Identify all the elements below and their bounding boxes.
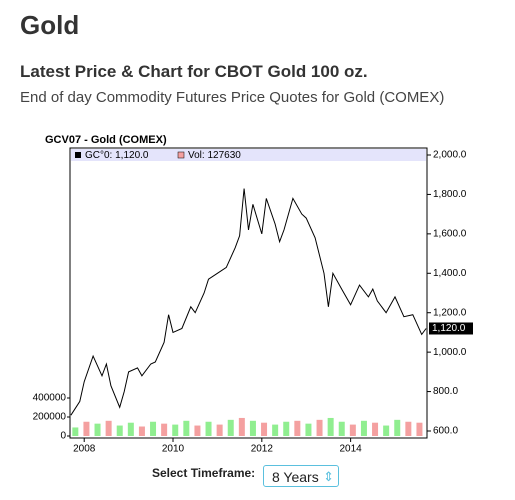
- legend-swatch: [75, 152, 81, 158]
- volume-bar: [183, 420, 190, 436]
- chart: GCV07 - Gold (COMEX) GC°0: 1,120.0 Vol: 1…: [33, 134, 473, 455]
- timeframe-select[interactable]: 8 Years: [263, 465, 339, 488]
- last-price-label: 1,120.0: [432, 323, 466, 334]
- y-tick-label: 1,600.0: [433, 228, 467, 239]
- y-tick-label: 1,200.0: [433, 307, 467, 318]
- volume-bar: [127, 422, 134, 436]
- volume-bar: [227, 419, 234, 436]
- plot-frame: [69, 147, 428, 439]
- x-tick-label: 2008: [73, 444, 96, 455]
- volume-bar: [305, 423, 312, 436]
- y-tick-label: 0: [60, 431, 66, 442]
- y-tick-label: 200000: [33, 412, 67, 423]
- y-tick-label: 1,000.0: [433, 347, 467, 358]
- legend-entry: GC°0: 1,120.0: [85, 150, 149, 161]
- legend-entry: Vol: 127630: [188, 150, 241, 161]
- y-tick-label: 800.0: [433, 386, 458, 397]
- legend-strip: [71, 149, 426, 161]
- volume-bar: [316, 419, 323, 436]
- y-tick-label: 1,800.0: [433, 189, 467, 200]
- volume-bar: [116, 425, 123, 436]
- timeframe-label: Select Timeframe:: [152, 466, 256, 480]
- volume-bar: [216, 424, 223, 436]
- volume-bar: [83, 421, 90, 436]
- y-tick-label: 400000: [33, 393, 67, 404]
- volume-bar: [327, 417, 334, 436]
- volume-bar: [372, 422, 379, 436]
- volume-bar: [294, 420, 301, 436]
- volume-bar: [194, 425, 201, 436]
- volume-bar: [338, 421, 345, 436]
- x-tick-label: 2010: [162, 444, 185, 455]
- volume-bar: [72, 427, 79, 436]
- volume-bar: [94, 423, 101, 436]
- y-tick-label: 600.0: [433, 426, 458, 437]
- y-tick-label: 2,000.0: [433, 150, 467, 161]
- volume-bar: [283, 421, 290, 436]
- volume-bar: [161, 423, 168, 436]
- volume-bar: [249, 420, 256, 436]
- x-tick-label: 2012: [251, 444, 274, 455]
- volume-bar: [383, 425, 390, 436]
- volume-bar: [349, 424, 356, 436]
- chart-title: GCV07 - Gold (COMEX): [45, 134, 167, 146]
- volume-bar: [405, 421, 412, 436]
- volume-bar: [238, 417, 245, 436]
- volume-bar: [205, 421, 212, 436]
- volume-bar: [105, 420, 112, 436]
- subtitle: Latest Price & Chart for CBOT Gold 100 o…: [20, 62, 368, 81]
- description: End of day Commodity Futures Price Quote…: [20, 89, 445, 106]
- volume-bar: [272, 424, 279, 436]
- x-tick-label: 2014: [340, 444, 363, 455]
- legend-swatch: [177, 151, 185, 159]
- price-line: [70, 188, 427, 416]
- volume-bar: [416, 422, 423, 436]
- volume-bar: [138, 426, 145, 436]
- volume-bar: [394, 419, 401, 436]
- volume-bar: [360, 420, 367, 436]
- volume-bar: [150, 421, 157, 436]
- page-title: Gold: [20, 10, 80, 40]
- y-tick-label: 1,400.0: [433, 268, 467, 279]
- volume-bar: [172, 424, 179, 436]
- last-price-box: [429, 322, 473, 335]
- volume-bar: [261, 422, 268, 436]
